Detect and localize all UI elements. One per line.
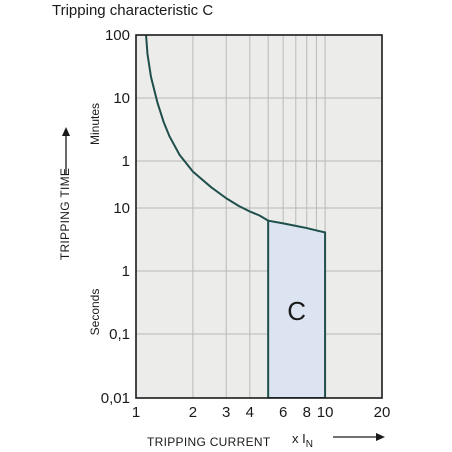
thermal-trip-curve: [145, 35, 269, 222]
x-tick-label: 8: [303, 404, 311, 421]
y-tick-label: 1: [122, 263, 130, 280]
region-label-c: C: [287, 296, 306, 326]
x-tick-label: 6: [279, 404, 287, 421]
y-unit-seconds: Seconds: [88, 289, 102, 336]
y-axis-title: TRIPPING TIME: [58, 168, 72, 260]
x-axis-arrow: [333, 433, 385, 441]
x-tick-label: 20: [374, 404, 391, 421]
y-tick-label: 10: [113, 90, 130, 107]
y-axis-arrow: [62, 127, 70, 175]
plot-area: [136, 35, 382, 398]
x-axis-title: TRIPPING CURRENT: [147, 435, 271, 449]
chart-title: Tripping characteristic C: [52, 2, 214, 19]
x-unit-subscript: N: [306, 439, 313, 450]
x-unit-prefix: x I: [292, 431, 306, 446]
y-tick-label: 1: [122, 153, 130, 170]
y-tick-label: 100: [105, 27, 130, 44]
plot-frame: [135, 34, 383, 399]
x-tick-label: 4: [246, 404, 254, 421]
x-tick-label: 3: [222, 404, 230, 421]
y-unit-minutes: Minutes: [88, 103, 102, 145]
y-tick-label: 0,1: [109, 326, 130, 343]
magnetic-trip-region: [267, 219, 327, 398]
x-unit-label: x IN: [292, 431, 313, 450]
x-tick-label: 1: [132, 404, 140, 421]
y-tick-label: 10: [113, 200, 130, 217]
x-tick-label: 10: [317, 404, 334, 421]
x-tick-label: 2: [189, 404, 197, 421]
y-tick-label: 0,01: [101, 390, 130, 407]
